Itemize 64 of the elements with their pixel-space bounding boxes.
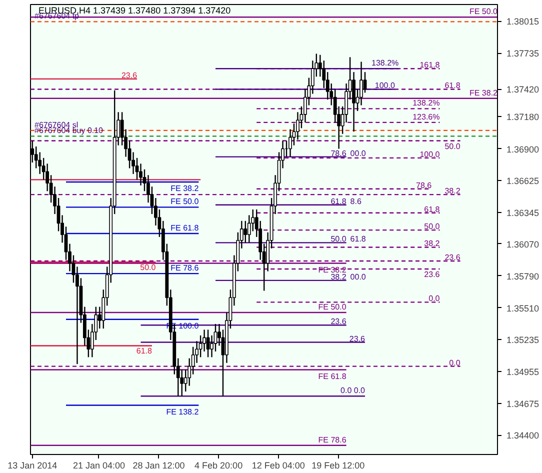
x-tick-label: 28 Jan 12:00 xyxy=(132,460,185,470)
series-label: 50.0 xyxy=(424,222,440,232)
candlestick xyxy=(244,220,248,244)
series-label: 38.2 xyxy=(444,186,461,196)
y-tick-label: 1.35790 xyxy=(506,271,540,282)
y-tick-label: 1.34675 xyxy=(506,399,540,410)
x-tick-label: 21 Jan 04:00 xyxy=(72,460,125,470)
series-label: FE 61.8 xyxy=(170,224,200,233)
y-tick-label: 1.36900 xyxy=(506,144,540,154)
series-label: FE 61.8 xyxy=(318,372,347,381)
x-tick-label: 19 Feb 12:00 xyxy=(312,460,365,470)
series-label: 78.6 xyxy=(416,180,432,190)
series-label: 138.2% xyxy=(371,58,399,68)
series-label: 61.8 xyxy=(136,346,153,356)
series-label: 100.0 xyxy=(420,150,440,159)
series-label: FE 50.0 xyxy=(318,302,347,312)
x-tick-label: 13 Jan 2014 xyxy=(8,460,58,470)
series-label: FE 78.6 xyxy=(318,435,347,444)
series-label: 38.2 xyxy=(330,272,347,282)
y-tick-label: 1.36345 xyxy=(506,208,540,218)
y-tick-label: 1.36070 xyxy=(506,239,540,250)
series-label: 123.6% xyxy=(412,112,440,122)
series-label: 23.6 xyxy=(424,270,440,280)
series-label: 23.6 xyxy=(121,70,138,80)
series-label: 100.0 xyxy=(374,81,396,90)
y-tick-label: 1.35235 xyxy=(506,334,540,345)
series-label: FE 38.2 xyxy=(170,184,200,193)
y-tick-label: 1.38015 xyxy=(506,16,540,27)
annotation: 00.0 xyxy=(350,148,366,158)
series-label: 50.0 xyxy=(444,142,461,151)
series-label: FE 78.6 xyxy=(170,264,200,273)
series-label: FE 38.2 xyxy=(469,88,498,98)
chart-title: EURUSD,H4 1.37439 1.37480 1.37394 1.37420 xyxy=(38,6,231,16)
y-tick-label: 1.37180 xyxy=(506,112,540,122)
candlestick xyxy=(363,71,367,94)
series-label: FE 50.0 xyxy=(170,197,200,206)
series-label: FE 138.2 xyxy=(166,407,200,416)
x-tick-label: 12 Feb 04:00 xyxy=(252,460,305,470)
annotation: 8.6 xyxy=(350,196,362,206)
series-label: 23.6 xyxy=(444,252,461,262)
series-label: 161.8 xyxy=(420,60,440,70)
x-tick-label: 4 Feb 20:00 xyxy=(194,460,243,470)
y-tick-label: 1.34955 xyxy=(506,366,540,377)
y-tick-label: 1.36625 xyxy=(506,176,540,186)
annotation: 61.8 xyxy=(350,234,366,244)
series-label: 78.6 xyxy=(330,148,347,158)
series-label: 61.8 xyxy=(444,81,461,90)
series-label: 61.8 xyxy=(424,204,440,214)
series-label: FE 50.0 xyxy=(469,7,498,16)
series-label: 38.2 xyxy=(424,239,440,248)
y-tick-label: 1.34400 xyxy=(506,430,540,441)
y-tick-label: 1.37420 xyxy=(506,84,540,95)
annotation: 00.0 xyxy=(350,272,366,282)
series-label: 23.6 xyxy=(349,334,366,344)
series-label: 23.6 xyxy=(330,317,347,326)
series-label: 138.2% xyxy=(412,98,440,108)
series-label: 50.0 xyxy=(330,234,347,244)
series-label: 0.0 xyxy=(428,294,440,304)
series-label: 61.8 xyxy=(330,196,347,206)
series-label: 0.0 0.0 xyxy=(340,386,366,396)
y-tick-label: 1.37735 xyxy=(506,48,540,59)
series-label: 0.0 xyxy=(449,358,461,368)
series-label: 50.0 xyxy=(140,263,156,272)
y-tick-label: 1.35510 xyxy=(506,303,540,314)
